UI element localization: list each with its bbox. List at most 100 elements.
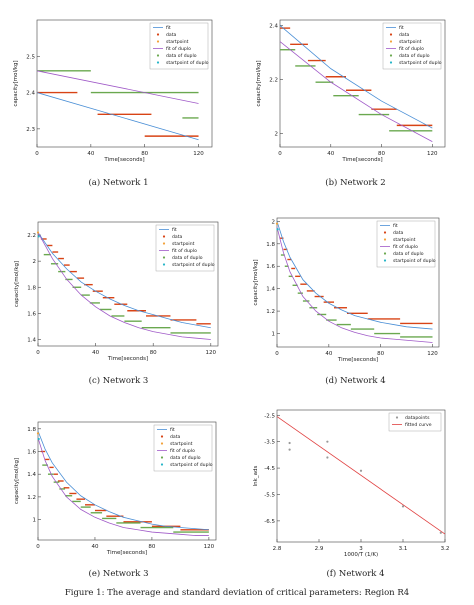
- y-axis-label: capacity[mol/kg]: [14, 261, 20, 307]
- legend-box: [149, 22, 209, 70]
- legend-box: [382, 22, 442, 70]
- y-tick-label: 1.8: [27, 427, 36, 433]
- data-point-startpoint-dup: [37, 235, 40, 238]
- legend-entry: data of duplo: [170, 455, 201, 461]
- data-point-startpoint-dup: [37, 437, 40, 441]
- fit-line-fit-dup: [37, 437, 209, 536]
- chart-network-3: 0 40 80 120 1.4 1.6 1.8 2 2.2 Time[seconds] capaci…: [14, 221, 219, 362]
- data-point-startpoint: [36, 432, 40, 435]
- x-tick-label: 0: [275, 351, 279, 357]
- data-point-datapoints: [288, 441, 291, 445]
- legend-swatch-data: [389, 33, 393, 36]
- y-axis-label: capacity[mol/kg]: [256, 60, 262, 106]
- caption-network-3: (c) Network 3: [88, 376, 149, 386]
- legend-entry: startpoint: [172, 241, 195, 247]
- x-tick-label: 120: [193, 151, 204, 157]
- legend-entry: data: [399, 32, 410, 38]
- y-tick-label: -2.5: [264, 413, 275, 419]
- data-point-datapoints: [439, 531, 442, 534]
- legend-box: [155, 224, 215, 272]
- x-tick-label: 80: [150, 350, 157, 356]
- legend-entry: data: [166, 32, 177, 38]
- legend-entry: datapoints: [405, 415, 430, 421]
- legend-swatch-startpoint-dup: [383, 259, 387, 262]
- y-tick-label: -5.5: [264, 492, 275, 498]
- y-tick-label: 1: [33, 518, 37, 524]
- legend-swatch-startpoint: [160, 442, 164, 445]
- legend-entry: fitted curve: [405, 422, 432, 428]
- panel-network-4: 0 40 80 120 1 1.2 1.4 1.6 1.8 2 Time[seconds] capac…: [237, 200, 474, 400]
- legend-entry: data: [170, 434, 181, 440]
- x-tick-label: 80: [148, 544, 155, 550]
- y-tick-label: 2: [33, 259, 37, 265]
- y-tick-label: -3.5: [264, 440, 275, 446]
- caption-network-3b: (e) Network 3: [88, 569, 149, 579]
- data-point-datapoints: [288, 448, 291, 451]
- legend-entry: fit of duplo: [172, 248, 197, 254]
- y-tick-label: 1.2: [266, 309, 275, 315]
- panel-network-3: 0 40 80 120 1.4 1.6 1.8 2 2.2 Time[seconds] capaci…: [0, 200, 237, 400]
- legend-swatch-data: [383, 231, 387, 234]
- data-point-startpoint-dup: [276, 228, 279, 231]
- chart-network-4: 0 40 80 120 1 1.2 1.4 1.6 1.8 2 Time[seconds] capac…: [253, 217, 440, 363]
- legend-entry: data of duplo: [166, 53, 197, 59]
- x-tick-label: 40: [327, 151, 334, 157]
- y-tick-label: 1.4: [27, 337, 36, 343]
- legend-entry: data of duplo: [399, 53, 430, 59]
- legend-entry: startpoint of duplo: [172, 262, 215, 268]
- legend-swatch-startpoint: [162, 242, 166, 245]
- panel-network-1: 0 40 80 120 2.3 2.4 2.5 Time[seconds] capacity[m…: [0, 0, 237, 200]
- x-axis-label: Time[seconds]: [341, 157, 382, 163]
- data-point-startpoint: [275, 222, 279, 225]
- x-tick-label: 120: [206, 350, 217, 356]
- fit-line-fit-dup: [36, 70, 199, 104]
- legend-swatch-startpoint-dup: [160, 463, 164, 466]
- y-tick-label: 2: [275, 131, 279, 137]
- legend-entry: fit: [166, 25, 171, 31]
- chart-network-2: 0 40 80 120 2 2.2 2.4 Time[seconds] capacity[mol…: [256, 19, 446, 163]
- legend-box: [153, 424, 213, 472]
- legend-swatch-data: [162, 235, 166, 238]
- legend-entry: fit: [170, 427, 175, 433]
- y-tick-label: 2.2: [269, 77, 278, 83]
- fit-line-fit: [279, 25, 433, 129]
- legend-swatch-data-dup: [160, 456, 164, 459]
- panel-network-2: 0 40 80 120 2 2.2 2.4 Time[seconds] capacity[mol…: [237, 0, 474, 200]
- y-tick-label: 2: [272, 219, 276, 225]
- fit-line-fitted-curve: [276, 416, 446, 535]
- plot-frame: [276, 409, 446, 543]
- legend-swatch-data: [160, 435, 164, 438]
- figure-caption: Figure 1: The average and standard devia…: [64, 588, 410, 598]
- data-point-datapoints: [401, 505, 405, 508]
- fit-line-fit-dup: [276, 226, 433, 343]
- y-axis-label: lnk_ads: [253, 466, 259, 487]
- y-tick-label: 1.2: [27, 495, 36, 501]
- x-tick-label: 40: [91, 544, 98, 550]
- legend-entry: data of duplo: [172, 255, 203, 261]
- y-tick-label: 2.5: [26, 54, 35, 60]
- y-tick-label: 1.6: [27, 311, 36, 317]
- legend-entry: data: [172, 234, 183, 240]
- legend-swatch-startpoint-dup: [156, 61, 160, 64]
- x-tick-label: 3: [359, 546, 363, 552]
- y-tick-label: 2.2: [27, 233, 36, 239]
- data-point-datapoints: [326, 440, 329, 443]
- legend-entry: fit of duplo: [399, 46, 424, 52]
- caption-arrhenius: (f) Network 4: [326, 569, 385, 579]
- x-tick-label: 3.2: [441, 546, 450, 552]
- legend-swatch-startpoint-dup: [162, 263, 166, 266]
- y-axis-label: capacity[mol/kg]: [253, 259, 259, 305]
- legend-entry: startpoint of duplo: [399, 60, 442, 66]
- legend-entry: startpoint: [399, 39, 422, 45]
- x-tick-label: 0: [278, 151, 282, 157]
- legend-entry: fit: [172, 227, 177, 233]
- legend-entry: fit: [393, 223, 398, 229]
- x-tick-label: 120: [427, 151, 438, 157]
- legend-entry: fit of duplo: [393, 244, 418, 250]
- legend-entry: fit: [399, 25, 404, 31]
- x-tick-label: 0: [35, 151, 39, 157]
- y-tick-label: 1: [272, 332, 276, 338]
- legend-entry: fit of duplo: [166, 46, 191, 52]
- chart-network-1: 0 40 80 120 2.3 2.4 2.5 Time[seconds] capacity[m…: [13, 19, 213, 163]
- legend-entry: startpoint: [170, 441, 193, 447]
